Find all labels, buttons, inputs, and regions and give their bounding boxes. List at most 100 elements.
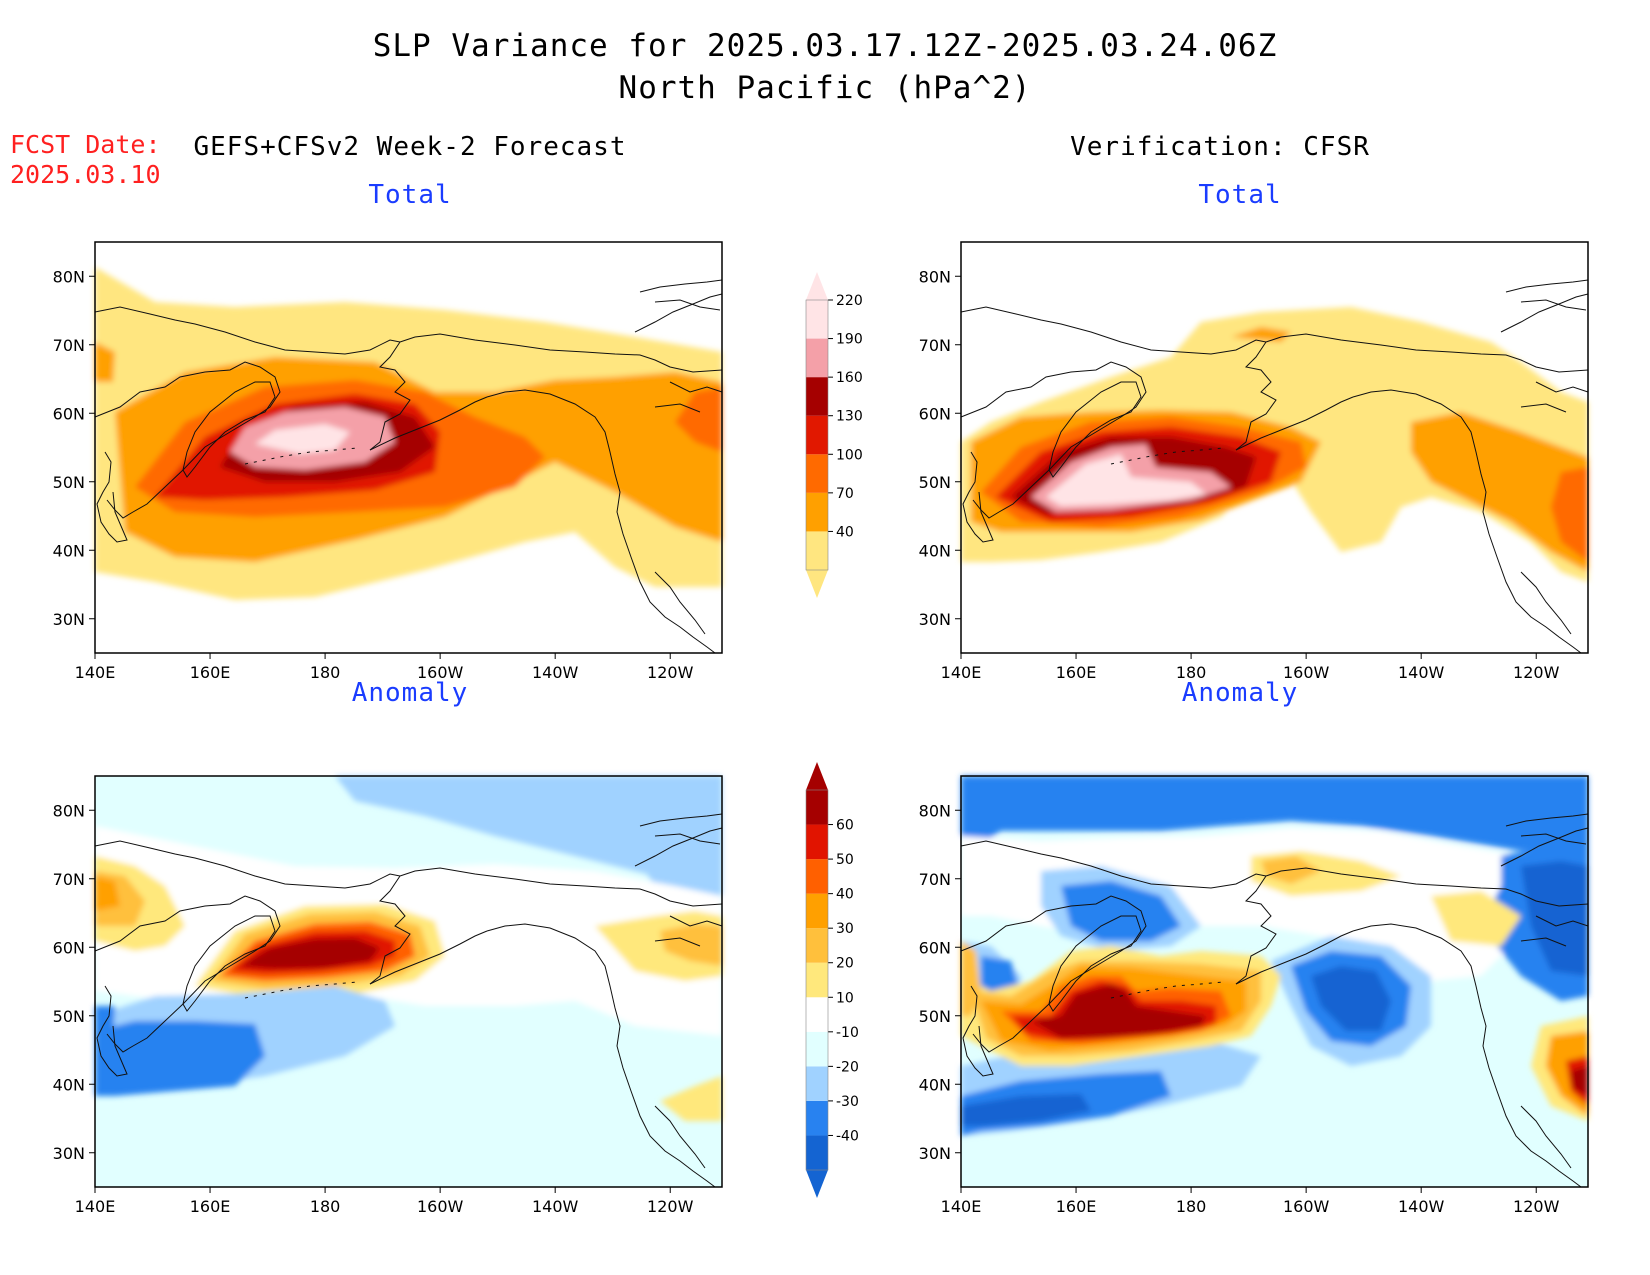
colorbar-swatch xyxy=(806,272,828,300)
colorbar-label: 40 xyxy=(836,887,854,903)
lon-tick-label: 160E xyxy=(1056,663,1097,682)
forecast-total-map xyxy=(94,241,723,654)
colorbar-swatch xyxy=(806,893,828,929)
colorbar-swatch xyxy=(806,859,828,894)
lat-tick-label: 30N xyxy=(53,1144,85,1163)
colorbar-label: 40 xyxy=(836,524,854,540)
colorbar-swatch xyxy=(806,531,828,570)
colorbar-swatch xyxy=(806,1031,828,1067)
colorbar-swatch xyxy=(806,377,828,416)
lon-tick-label: 180 xyxy=(1176,1197,1207,1216)
lat-tick-label: 70N xyxy=(53,336,85,355)
lat-tick-label: 40N xyxy=(919,1075,951,1094)
colorbar-swatch xyxy=(806,790,828,825)
colorbar-label: 190 xyxy=(836,332,863,348)
total-colorbar: 40 70 100 130 160 190 220 xyxy=(805,272,863,598)
lon-tick-label: 120W xyxy=(1513,663,1560,682)
lat-tick-label: 80N xyxy=(53,801,85,820)
colorbar-label: 70 xyxy=(836,486,854,502)
lat-tick-label: 40N xyxy=(919,541,951,560)
lon-tick-label: 160E xyxy=(190,663,231,682)
forecast-column-title: GEFS+CFSv2 Week-2 Forecast xyxy=(193,132,627,162)
fcst-date: 2025.03.10 xyxy=(10,160,161,189)
lon-tick-label: 160E xyxy=(190,1197,231,1216)
lat-tick-label: 30N xyxy=(53,610,85,629)
colorbar-swatch xyxy=(806,1100,828,1136)
colorbar-label: 10 xyxy=(836,990,854,1006)
colorbar-label: 160 xyxy=(836,370,863,386)
colorbar-swatch xyxy=(806,300,828,339)
colorbar-swatch xyxy=(806,824,828,860)
lon-tick-label: 180 xyxy=(310,663,341,682)
forecast-total-title: Total xyxy=(368,180,452,210)
lat-tick-label: 80N xyxy=(919,267,951,286)
lon-tick-label: 160W xyxy=(417,663,464,682)
lat-tick-label: 70N xyxy=(919,336,951,355)
colorbar-frame xyxy=(805,789,829,1171)
lat-tick-label: 70N xyxy=(919,870,951,889)
colorbar-label: 50 xyxy=(836,852,854,868)
colorbar-label: 220 xyxy=(836,293,863,309)
verification-column-title: Verification: CFSR xyxy=(1070,132,1370,162)
lat-tick-label: 60N xyxy=(53,404,85,423)
lon-tick-label: 160E xyxy=(1056,1197,1097,1216)
chart-title-line1: SLP Variance for 2025.03.17.12Z-2025.03.… xyxy=(372,28,1278,64)
lon-tick-label: 120W xyxy=(1513,1197,1560,1216)
lat-tick-label: 60N xyxy=(919,938,951,957)
verification-anomaly-map xyxy=(960,775,1589,1188)
colorbar-swatch xyxy=(806,570,828,598)
anomaly-colorbar: -40 -30 -20 -10 10 20 30 40 50 60 xyxy=(805,762,859,1198)
colorbar-label: 130 xyxy=(836,409,863,425)
lat-tick-label: 80N xyxy=(53,267,85,286)
lat-tick-label: 70N xyxy=(53,870,85,889)
lon-tick-label: 120W xyxy=(647,1197,694,1216)
lat-tick-label: 50N xyxy=(919,1007,951,1026)
lon-tick-label: 140E xyxy=(941,663,982,682)
lon-tick-label: 140E xyxy=(75,663,116,682)
lon-tick-label: 140W xyxy=(532,663,579,682)
lat-tick-label: 30N xyxy=(919,1144,951,1163)
colorbar-label: -30 xyxy=(836,1094,859,1110)
colorbar-swatch xyxy=(806,762,828,790)
lon-tick-label: 160W xyxy=(417,1197,464,1216)
lat-tick-label: 50N xyxy=(53,1007,85,1026)
verification-total-title: Total xyxy=(1198,180,1282,210)
colorbar-swatch xyxy=(806,338,828,378)
colorbar-label: 100 xyxy=(836,447,863,463)
colorbar-label: 60 xyxy=(836,818,854,834)
lat-tick-label: 60N xyxy=(919,404,951,423)
lat-tick-label: 80N xyxy=(919,801,951,820)
colorbar-label: 20 xyxy=(836,956,854,972)
colorbar-swatch xyxy=(806,415,828,455)
lon-tick-label: 120W xyxy=(647,663,694,682)
verification-anomaly-title: Anomaly xyxy=(1181,678,1299,708)
colorbar-swatch xyxy=(806,997,828,1032)
lat-tick-label: 50N xyxy=(919,473,951,492)
lat-tick-label: 50N xyxy=(53,473,85,492)
colorbar-swatch xyxy=(806,1170,828,1198)
lon-tick-label: 140W xyxy=(1398,663,1445,682)
colorbar-swatch xyxy=(806,454,828,493)
forecast-anomaly-map xyxy=(94,775,723,1188)
colorbar-label: -10 xyxy=(836,1025,859,1041)
lon-tick-label: 180 xyxy=(1176,663,1207,682)
lat-tick-label: 40N xyxy=(53,541,85,560)
colorbar-frame xyxy=(805,299,829,571)
lat-tick-label: 60N xyxy=(53,938,85,957)
lat-tick-label: 40N xyxy=(53,1075,85,1094)
axes-layer: 80N 70N 60N 50N 40N 30N 140E 160E 180 160W 140W 120… xyxy=(53,267,1560,1216)
colorbar-swatch xyxy=(806,492,828,532)
lon-tick-label: 160W xyxy=(1283,1197,1330,1216)
colorbar-swatch xyxy=(806,1135,828,1170)
colorbar-label: -20 xyxy=(836,1059,859,1075)
colorbar-label: 30 xyxy=(836,921,854,937)
lon-tick-label: 140W xyxy=(1398,1197,1445,1216)
forecast-anomaly-title: Anomaly xyxy=(351,678,469,708)
colorbar-swatch xyxy=(806,962,828,998)
chart-title-line2: North Pacific (hPa^2) xyxy=(618,70,1032,106)
lon-tick-label: 180 xyxy=(310,1197,341,1216)
colorbar-swatch xyxy=(806,1066,828,1101)
lon-tick-label: 140W xyxy=(532,1197,579,1216)
verification-total-map xyxy=(960,241,1589,654)
